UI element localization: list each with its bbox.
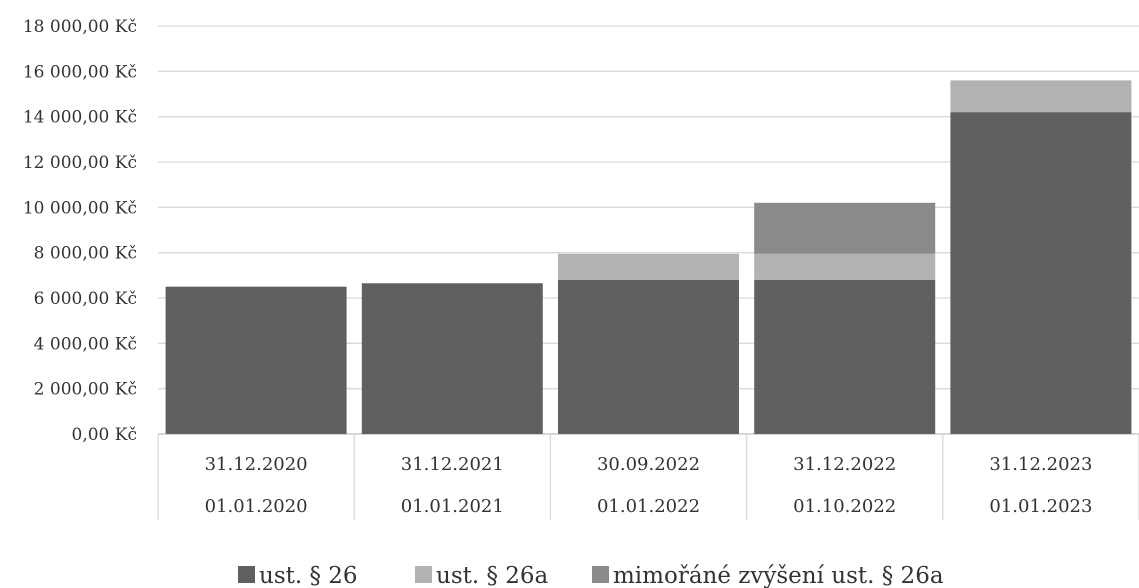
y-tick-label: 10 000,00 Kč (23, 198, 137, 218)
y-tick-label: 8 000,00 Kč (34, 244, 137, 264)
x-category-label-bottom: 01.01.2023 (989, 496, 1092, 517)
bar-segment (754, 253, 936, 280)
bar-segment (558, 279, 739, 434)
bar-segment (754, 279, 936, 434)
legend-swatch (415, 566, 432, 583)
bar-segment (754, 202, 936, 254)
bar-segment (361, 283, 543, 434)
x-category-label-bottom: 01.01.2022 (597, 496, 700, 517)
legend-label: ust. § 26 (259, 563, 358, 588)
legend-swatch (592, 566, 609, 583)
x-category-label-bottom: 01.01.2021 (401, 496, 504, 517)
x-category-label-top: 31.12.2023 (989, 454, 1092, 475)
y-tick-label: 18 000,00 Kč (23, 17, 137, 37)
y-tick-label: 14 000,00 Kč (23, 108, 137, 128)
legend-label: ust. § 26a (436, 563, 549, 588)
x-category-label-top: 30.09.2022 (597, 454, 700, 475)
bar-segment (165, 286, 347, 434)
legend: ust. § 26 ust. § 26a mimořáné zvýšení ust.… (238, 563, 944, 588)
x-category-label-top: 31.12.2021 (401, 454, 504, 475)
x-category-label-top: 31.12.2022 (793, 454, 896, 475)
x-category-label-top: 31.12.2020 (205, 454, 308, 475)
bar-segment (950, 112, 1132, 434)
y-tick-label: 4 000,00 Kč (34, 334, 137, 354)
legend-swatch (238, 566, 255, 583)
y-tick-label: 6 000,00 Kč (34, 289, 137, 309)
x-axis-category-table: 31.12.2020 01.01.2020 31.12.2021 01.01.2021… (157, 434, 1139, 520)
bar-stacks (165, 80, 1132, 434)
y-tick-label: 2 000,00 Kč (34, 380, 137, 400)
y-tick-label: 12 000,00 Kč (23, 153, 137, 173)
x-category-label-bottom: 01.10.2022 (793, 496, 896, 517)
legend-label: mimořáné zvýšení ust. § 26a (613, 563, 944, 588)
y-tick-label: 0,00 Kč (72, 425, 137, 445)
bar-segment (558, 253, 739, 280)
y-tick-label: 16 000,00 Kč (23, 62, 137, 82)
bar-segment (950, 80, 1132, 113)
y-axis-tick-labels: 0,00 Kč 2 000,00 Kč 4 000,00 Kč 6 000,00 Kč… (23, 17, 137, 445)
x-category-label-bottom: 01.01.2020 (205, 496, 308, 517)
